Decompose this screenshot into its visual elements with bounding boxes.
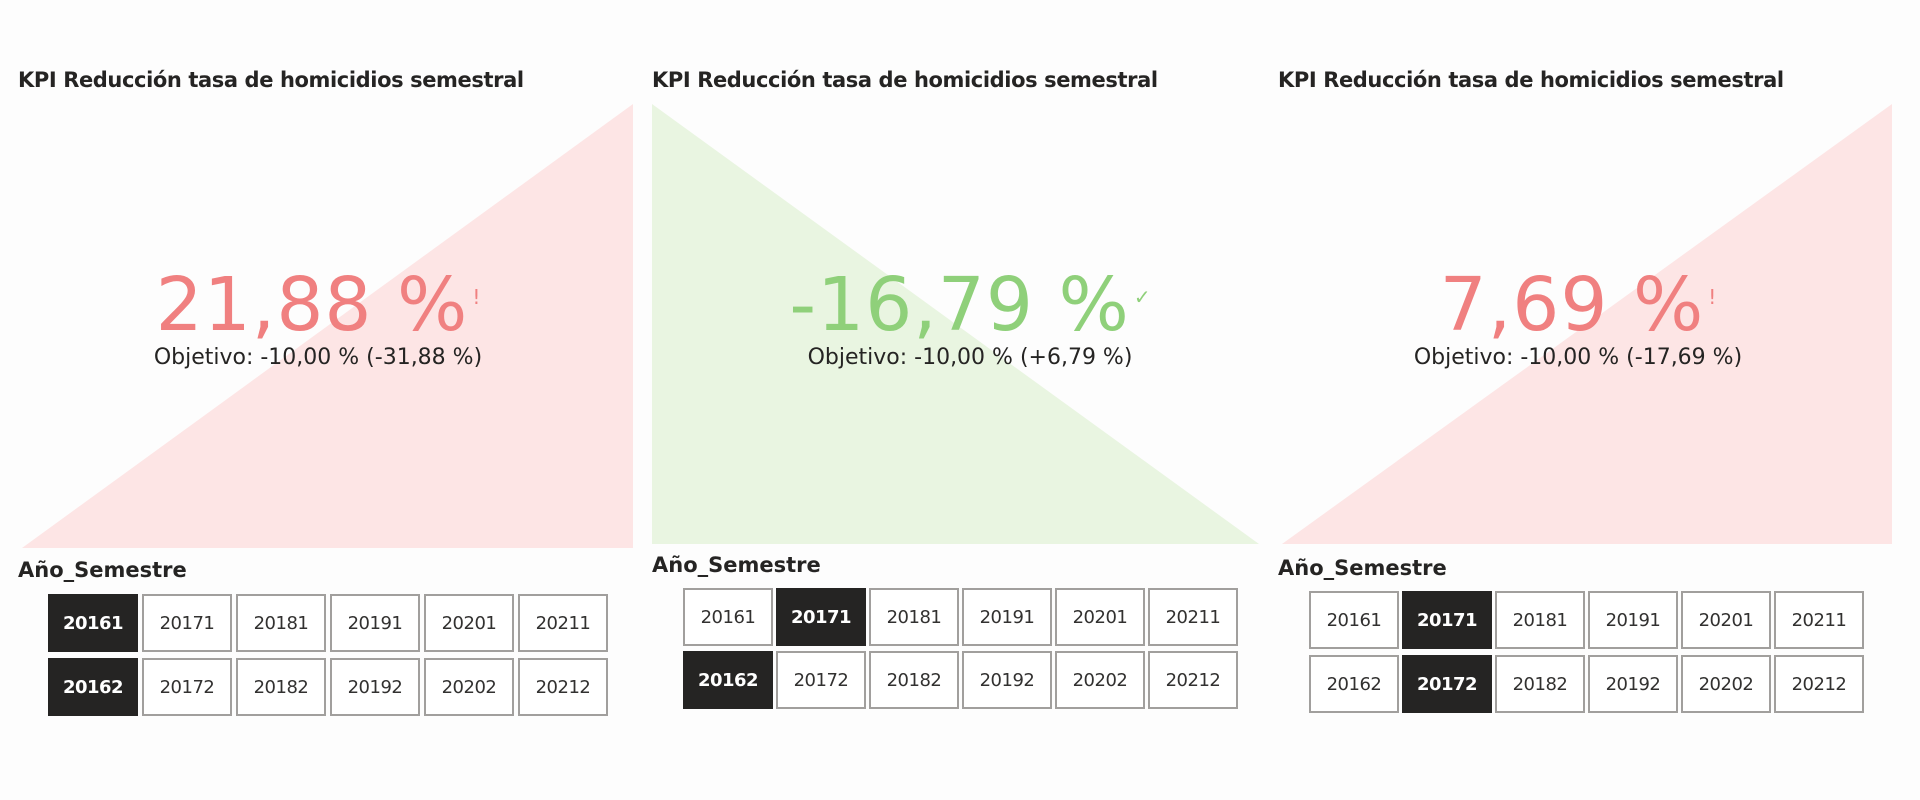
checkmark-icon: ✓ <box>1133 285 1151 309</box>
kpi-value-row: 7,69 % ! <box>1278 265 1878 345</box>
kpi-value: 21,88 % <box>155 262 469 348</box>
kpi-panel-2: KPI Reducción tasa de homicidios semestr… <box>652 0 1292 800</box>
slicer-chip-20171[interactable]: 20171 <box>142 594 232 652</box>
slicer-chip-20172[interactable]: 20172 <box>1402 655 1492 713</box>
slicer-chip-20192[interactable]: 20192 <box>1588 655 1678 713</box>
slicer-chip-20162[interactable]: 20162 <box>1309 655 1399 713</box>
slicer-chip-20211[interactable]: 20211 <box>1774 591 1864 649</box>
year-semester-slicer: 20161 20171 20181 20191 20201 20211 20162 20172… <box>1309 591 1864 713</box>
slicer-chip-20191[interactable]: 20191 <box>1588 591 1678 649</box>
slicer-chip-20161[interactable]: 20161 <box>683 588 773 646</box>
year-semester-slicer: 20161 20171 20181 20191 20201 20211 20162 20172… <box>683 588 1238 709</box>
slicer-chip-20181[interactable]: 20181 <box>1495 591 1585 649</box>
kpi-panel-1: KPI Reducción tasa de homicidios semestr… <box>18 0 658 800</box>
kpi-panel-3: KPI Reducción tasa de homicidios semestr… <box>1278 0 1918 800</box>
slicer-chip-20202[interactable]: 20202 <box>1055 651 1145 709</box>
slicer-chip-20161[interactable]: 20161 <box>1309 591 1399 649</box>
slicer-title: Año_Semestre <box>18 558 187 582</box>
slicer-chip-20211[interactable]: 20211 <box>1148 588 1238 646</box>
kpi-goal: Objetivo: -10,00 % (-31,88 %) <box>153 345 483 370</box>
warning-icon: ! <box>1708 285 1717 309</box>
slicer-chip-20172[interactable]: 20172 <box>142 658 232 716</box>
slicer-chip-20202[interactable]: 20202 <box>1681 655 1771 713</box>
kpi-title: KPI Reducción tasa de homicidios semestr… <box>18 68 524 92</box>
kpi-goal: Objetivo: -10,00 % (+6,79 %) <box>807 345 1133 370</box>
slicer-chip-20171[interactable]: 20171 <box>1402 591 1492 649</box>
kpi-trend-background <box>22 104 633 548</box>
slicer-chip-20181[interactable]: 20181 <box>869 588 959 646</box>
kpi-goal: Objetivo: -10,00 % (-17,69 %) <box>1413 345 1743 370</box>
kpi-trend-background <box>652 104 1259 544</box>
slicer-chip-20161[interactable]: 20161 <box>48 594 138 652</box>
slicer-chip-20182[interactable]: 20182 <box>236 658 326 716</box>
kpi-value: -16,79 % <box>789 262 1130 348</box>
slicer-chip-20211[interactable]: 20211 <box>518 594 608 652</box>
slicer-chip-20182[interactable]: 20182 <box>1495 655 1585 713</box>
warning-icon: ! <box>472 285 481 309</box>
slicer-chip-20181[interactable]: 20181 <box>236 594 326 652</box>
slicer-chip-20212[interactable]: 20212 <box>1148 651 1238 709</box>
slicer-chip-20201[interactable]: 20201 <box>424 594 514 652</box>
slicer-chip-20171[interactable]: 20171 <box>776 588 866 646</box>
slicer-chip-20201[interactable]: 20201 <box>1681 591 1771 649</box>
slicer-title: Año_Semestre <box>652 553 821 577</box>
year-semester-slicer: 20161 20171 20181 20191 20201 20211 20162 20172… <box>48 594 608 716</box>
slicer-chip-20191[interactable]: 20191 <box>962 588 1052 646</box>
slicer-chip-20192[interactable]: 20192 <box>330 658 420 716</box>
slicer-chip-20212[interactable]: 20212 <box>1774 655 1864 713</box>
slicer-chip-20202[interactable]: 20202 <box>424 658 514 716</box>
slicer-chip-20191[interactable]: 20191 <box>330 594 420 652</box>
kpi-title: KPI Reducción tasa de homicidios semestr… <box>652 68 1158 92</box>
slicer-chip-20201[interactable]: 20201 <box>1055 588 1145 646</box>
slicer-chip-20182[interactable]: 20182 <box>869 651 959 709</box>
slicer-chip-20192[interactable]: 20192 <box>962 651 1052 709</box>
kpi-value-row: 21,88 % ! <box>18 265 618 345</box>
slicer-title: Año_Semestre <box>1278 556 1447 580</box>
slicer-chip-20172[interactable]: 20172 <box>776 651 866 709</box>
kpi-value: 7,69 % <box>1439 262 1705 348</box>
kpi-trend-background <box>1282 104 1892 544</box>
kpi-value-row: -16,79 % ✓ <box>652 265 1288 345</box>
slicer-chip-20162[interactable]: 20162 <box>48 658 138 716</box>
slicer-chip-20162[interactable]: 20162 <box>683 651 773 709</box>
kpi-title: KPI Reducción tasa de homicidios semestr… <box>1278 68 1784 92</box>
slicer-chip-20212[interactable]: 20212 <box>518 658 608 716</box>
